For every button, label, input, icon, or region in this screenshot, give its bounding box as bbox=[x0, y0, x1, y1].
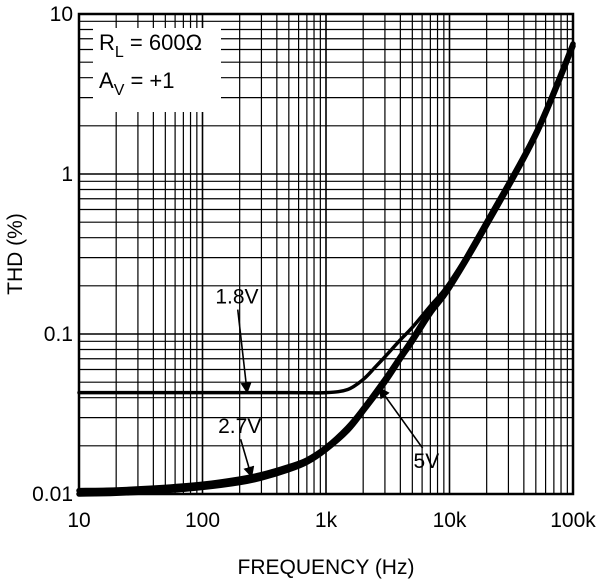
condition-line: RL = 600Ω bbox=[99, 30, 202, 61]
x-tick-label: 1k bbox=[315, 509, 338, 532]
annotation-label-1-8v: 1.8V bbox=[215, 286, 258, 309]
x-tick-label: 100k bbox=[550, 509, 596, 532]
x-axis-label: FREQUENCY (Hz) bbox=[238, 556, 415, 579]
condition-subscript: V bbox=[114, 82, 125, 99]
y-tick-label: 1 bbox=[61, 163, 73, 186]
series-group bbox=[76, 41, 576, 497]
y-tick-label: 0.01 bbox=[32, 483, 73, 506]
condition-subscript: L bbox=[115, 44, 124, 61]
condition-symbol: R bbox=[99, 30, 115, 55]
annotation-label-2-7v: 2.7V bbox=[218, 415, 261, 438]
y-tick-label: 10 bbox=[50, 3, 73, 26]
x-tick-label: 100 bbox=[185, 509, 220, 532]
annotation-arrow-2-7v bbox=[239, 438, 255, 478]
y-axis-label: THD (%) bbox=[4, 213, 27, 295]
plot-frame bbox=[77, 12, 575, 496]
conditions-box bbox=[93, 28, 221, 112]
condition-value: = +1 bbox=[124, 68, 174, 93]
conditions-text: RL = 600Ω AV = +1 bbox=[99, 30, 202, 99]
y-tick-label: 0.1 bbox=[44, 323, 73, 346]
condition-line: AV = +1 bbox=[99, 68, 175, 99]
annotation-arrow-5v bbox=[378, 387, 424, 449]
x-tick-label: 10 bbox=[67, 509, 90, 532]
annotation-label-5v: 5V bbox=[414, 450, 440, 473]
tick-labels: 10 100 1k 10k 100k 0.01 0.1 1 10 bbox=[32, 3, 596, 532]
condition-value: = 600Ω bbox=[124, 30, 202, 55]
annotation-arrow-1-8v bbox=[236, 309, 252, 394]
series-line-5v bbox=[76, 43, 576, 497]
annotations-group: 1.8V 2.7V 5V bbox=[215, 286, 440, 478]
condition-symbol: A bbox=[99, 68, 114, 93]
x-tick-label: 10k bbox=[433, 509, 467, 532]
